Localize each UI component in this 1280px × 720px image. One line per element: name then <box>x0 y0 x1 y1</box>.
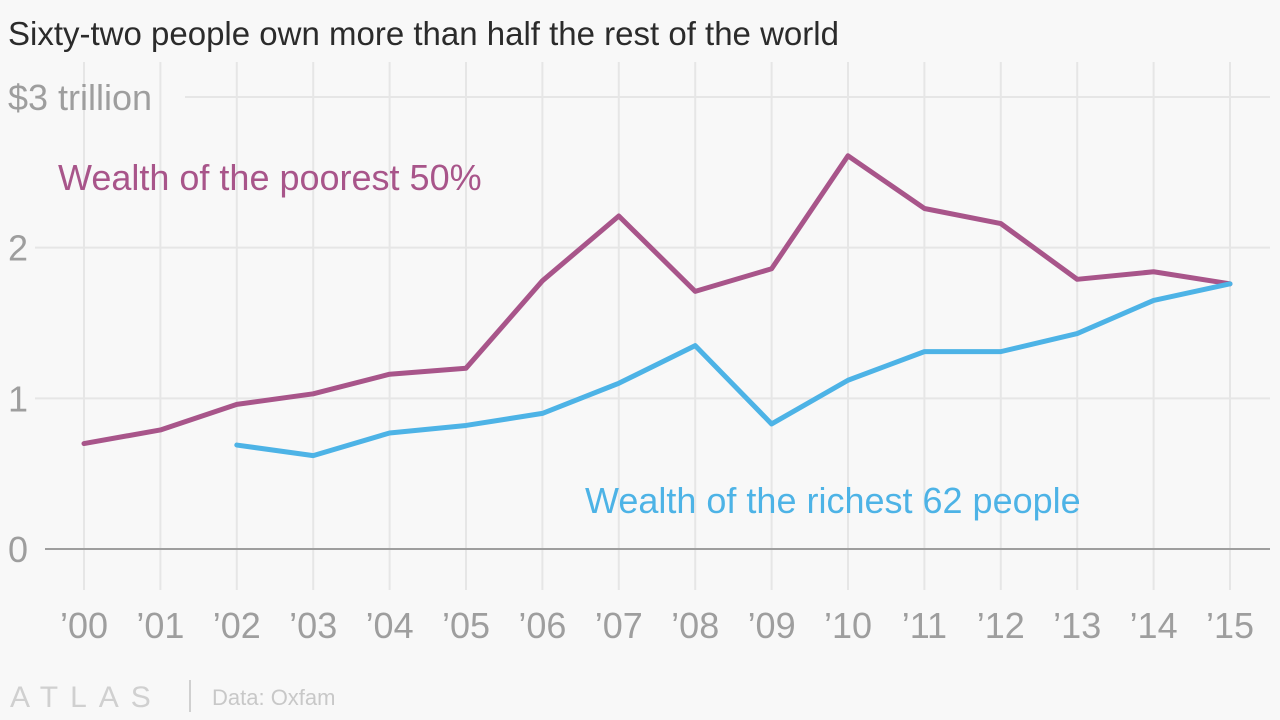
x-tick-label: ’15 <box>1206 605 1254 646</box>
x-tick-label: ’03 <box>289 605 337 646</box>
x-tick-label: ’11 <box>902 605 947 646</box>
x-tick-label: ’09 <box>748 605 796 646</box>
x-tick-label: ’06 <box>518 605 566 646</box>
x-tick-label: ’04 <box>366 605 414 646</box>
x-tick-label: ’07 <box>595 605 643 646</box>
y-tick-label: 2 <box>8 228 28 269</box>
series-line-poorest <box>81 153 1233 447</box>
series-line-richest <box>234 281 1233 459</box>
x-tick-label: ’13 <box>1053 605 1101 646</box>
series-label-richest: Wealth of the richest 62 people <box>585 480 1081 521</box>
series-label-poorest: Wealth of the poorest 50% <box>58 157 482 198</box>
chart-title: Sixty-two people own more than half the … <box>8 15 839 52</box>
x-tick-label: ’12 <box>977 605 1025 646</box>
y-tick-label: $3 trillion <box>8 77 152 118</box>
y-tick-label: 1 <box>8 378 28 419</box>
x-tick-label: ’05 <box>442 605 490 646</box>
x-tick-label: ’08 <box>671 605 719 646</box>
x-tick-label: ’01 <box>136 605 184 646</box>
x-tick-label: ’02 <box>213 605 261 646</box>
x-tick-label: ’00 <box>60 605 108 646</box>
y-tick-label: 0 <box>8 529 28 570</box>
x-tick-label: ’10 <box>824 605 872 646</box>
data-source: Data: Oxfam <box>212 685 335 710</box>
atlas-logo: ATLAS <box>10 681 163 714</box>
x-tick-label: ’14 <box>1130 605 1178 646</box>
